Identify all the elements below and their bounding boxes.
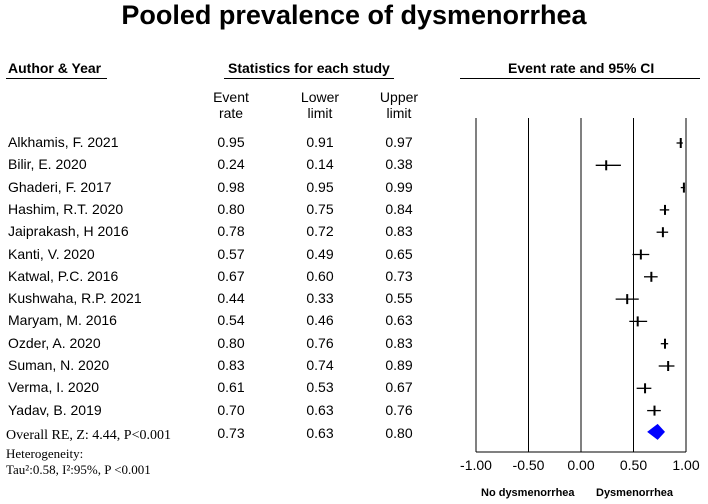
x-tick-label: 1.00 xyxy=(672,457,699,473)
study-author: Kanti, V. 2020 xyxy=(8,245,95,262)
lower-limit-header-line1: Lower xyxy=(300,89,340,105)
author-year-header: Author & Year xyxy=(8,60,102,76)
study-event-rate: 0.95 xyxy=(217,134,245,150)
x-tick-label: 0.50 xyxy=(620,457,647,473)
study-author: Hashim, R.T. 2020 xyxy=(8,200,124,217)
study-author: Katwal, P.C. 2016 xyxy=(8,267,119,284)
study-event-rate: 0.83 xyxy=(217,357,245,373)
study-lower-limit: 0.76 xyxy=(306,334,334,351)
study-event-rate: 0.24 xyxy=(217,156,245,173)
heterogeneity-stats: Tau²:0.58, I²:95%, P <0.001 xyxy=(6,462,151,477)
study-lower-limit: 0.72 xyxy=(306,223,334,240)
study-upper-limit: 0.83 xyxy=(385,223,413,240)
upper-limit-header-line1: Upper xyxy=(379,89,419,105)
study-upper-limit: 0.67 xyxy=(385,379,413,396)
event-rate-header-line2: rate xyxy=(218,105,244,121)
study-lower-limit: 0.63 xyxy=(306,401,334,418)
lower-limit-header-line2: limit xyxy=(307,105,333,121)
study-event-rate: 0.98 xyxy=(217,178,245,195)
study-upper-limit: 0.99 xyxy=(385,178,413,195)
study-author: Yadav, B. 2019 xyxy=(8,401,102,418)
overall-lower: 0.63 xyxy=(306,425,334,441)
overall-upper: 0.80 xyxy=(385,425,413,441)
study-author: Alkhamis, F. 2021 xyxy=(8,134,119,150)
study-lower-limit: 0.75 xyxy=(306,200,334,217)
chart-title: Pooled prevalence of dysmenorrhea xyxy=(121,0,587,30)
study-event-rate: 0.57 xyxy=(217,245,245,262)
footer-right-label: Dysmenorrhea xyxy=(596,487,674,499)
study-event-rate: 0.54 xyxy=(217,312,245,329)
overall-rate: 0.73 xyxy=(217,425,245,441)
author-header-underline xyxy=(6,78,107,79)
study-upper-limit: 0.84 xyxy=(385,200,413,217)
study-upper-limit: 0.83 xyxy=(385,334,413,351)
study-author: Jaiprakash, H 2016 xyxy=(8,223,129,240)
study-lower-limit: 0.53 xyxy=(306,379,334,396)
event-rate-header: Event rate xyxy=(191,89,271,121)
statistics-header: Statistics for each study xyxy=(228,60,390,76)
study-author: Suman, N. 2020 xyxy=(8,357,110,373)
study-lower-limit: 0.95 xyxy=(306,178,334,195)
x-tick-label: 0.00 xyxy=(567,457,594,473)
study-author: Ghaderi, F. 2017 xyxy=(8,178,112,195)
study-author: Bilir, E. 2020 xyxy=(8,156,87,173)
heterogeneity-label: Heterogeneity: xyxy=(6,446,84,461)
study-lower-limit: 0.33 xyxy=(306,290,334,307)
study-upper-limit: 0.55 xyxy=(385,290,413,307)
study-upper-limit: 0.76 xyxy=(385,401,413,418)
upper-limit-header-line2: limit xyxy=(386,105,412,121)
study-event-rate: 0.70 xyxy=(217,401,245,418)
study-event-rate: 0.78 xyxy=(217,223,245,240)
study-upper-limit: 0.38 xyxy=(385,156,413,173)
study-author: Ozder, A. 2020 xyxy=(8,334,101,351)
study-event-rate: 0.67 xyxy=(217,267,245,284)
study-lower-limit: 0.49 xyxy=(306,245,334,262)
study-lower-limit: 0.46 xyxy=(306,312,334,329)
study-author: Maryam, M. 2016 xyxy=(8,312,117,329)
study-lower-limit: 0.74 xyxy=(306,357,334,373)
x-tick-label: -0.50 xyxy=(513,457,545,473)
study-lower-limit: 0.14 xyxy=(306,156,334,173)
study-upper-limit: 0.89 xyxy=(385,357,413,373)
x-tick-label: -1.00 xyxy=(460,457,492,473)
study-lower-limit: 0.60 xyxy=(306,267,334,284)
study-author: Kushwaha, R.P. 2021 xyxy=(8,290,142,307)
event-rate-header-line1: Event xyxy=(213,89,249,105)
study-upper-limit: 0.63 xyxy=(385,312,413,329)
pooled-estimate-diamond xyxy=(647,423,665,440)
study-upper-limit: 0.97 xyxy=(385,134,413,150)
study-event-rate: 0.61 xyxy=(217,379,245,396)
study-author: Verma, I. 2020 xyxy=(8,379,100,396)
upper-limit-header: Upper limit xyxy=(359,89,439,121)
footer-left-label: No dysmenorrhea xyxy=(481,487,575,499)
study-event-rate: 0.44 xyxy=(217,290,245,307)
statistics-header-underline xyxy=(224,78,394,79)
plot-header-underline xyxy=(460,78,700,79)
study-event-rate: 0.80 xyxy=(217,200,245,217)
study-upper-limit: 0.73 xyxy=(385,267,413,284)
study-lower-limit: 0.91 xyxy=(306,134,334,150)
overall-label: Overall RE, Z: 4.44, P<0.001 xyxy=(6,428,171,443)
lower-limit-header: Lower limit xyxy=(280,89,360,121)
study-event-rate: 0.80 xyxy=(217,334,245,351)
study-upper-limit: 0.65 xyxy=(385,245,413,262)
plot-header: Event rate and 95% CI xyxy=(508,60,655,76)
